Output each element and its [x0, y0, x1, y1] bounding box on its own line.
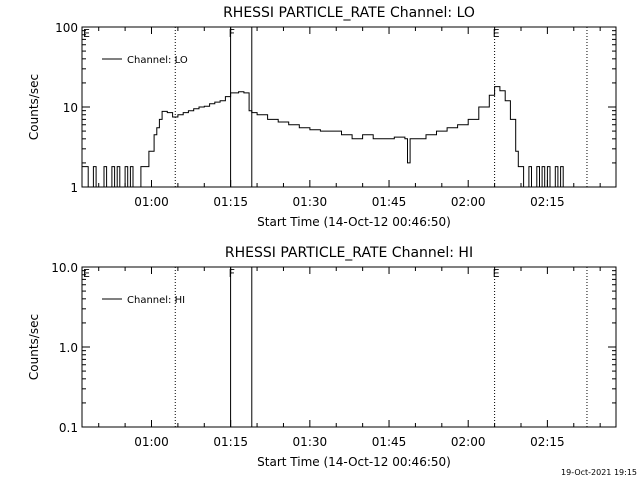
chart-1-y-tick-10-0: 10.0: [51, 261, 78, 275]
chart-0-x-tick-02-15: 02:15: [530, 195, 565, 209]
chart-1-x-axis-label: Start Time (14-Oct-12 00:46:50): [257, 455, 451, 469]
chart-1-y-axis-label: Counts/sec: [27, 314, 41, 380]
chart-1-legend-label-0: Channel: HI: [127, 295, 185, 306]
chart-1-x-tick-01-15: 01:15: [213, 435, 248, 449]
generation-timestamp: 19-Oct-2021 19:15: [561, 468, 637, 477]
chart-1-x-tick-01-30: 01:30: [293, 435, 328, 449]
chart-0-y-axis-label: Counts/sec: [27, 74, 41, 140]
chart-0-y-tick-100: 100: [55, 21, 78, 35]
chart-0-marker-label-e-4: E: [493, 27, 500, 40]
chart-0-y-tick-10: 10: [63, 101, 78, 115]
chart-1-marker-label-e-4: E: [493, 267, 500, 280]
chart-0-legend-label-0: Channel: LO: [127, 55, 188, 66]
chart-0-x-tick-01-30: 01:30: [293, 195, 328, 209]
chart-0-x-tick-01-45: 01:45: [372, 195, 407, 209]
chart-1-y-tick-0-1: 0.1: [59, 421, 78, 435]
chart-0-plot-frame: [81, 26, 617, 188]
chart-0-x-tick-01-15: 01:15: [213, 195, 248, 209]
chart-1-plot-frame: [81, 266, 617, 428]
chart-1-marker-label-e-0: E: [83, 267, 90, 280]
chart-1-x-tick-01-00: 01:00: [134, 435, 169, 449]
chart-0-marker-label-e-0: E: [83, 27, 90, 40]
chart-0-x-tick-01-00: 01:00: [134, 195, 169, 209]
chart-0-y-tick-1: 1: [70, 181, 78, 195]
chart-1-x-tick-01-45: 01:45: [372, 435, 407, 449]
chart-1-title: RHESSI PARTICLE_RATE Channel: HI: [225, 245, 473, 261]
chart-1-x-tick-02-15: 02:15: [530, 435, 565, 449]
chart-1-marker-label-f-2: F: [229, 267, 235, 280]
chart-0-title: RHESSI PARTICLE_RATE Channel: LO: [223, 5, 475, 21]
chart-panel-lo: RHESSI PARTICLE_RATE Channel: LO 01:00 01:…: [27, 5, 617, 229]
chart-panel-hi: RHESSI PARTICLE_RATE Channel: HI 01:00 01:…: [27, 245, 617, 469]
chart-1-x-tick-02-00: 02:00: [451, 435, 486, 449]
chart-0-series-channel-lo: [82, 86, 569, 187]
chart-0-marker-label-f-2: F: [229, 27, 235, 40]
chart-0-x-tick-02-00: 02:00: [451, 195, 486, 209]
chart-1-y-tick-1-0: 1.0: [59, 341, 78, 355]
chart-0-x-axis-label: Start Time (14-Oct-12 00:46:50): [257, 215, 451, 229]
